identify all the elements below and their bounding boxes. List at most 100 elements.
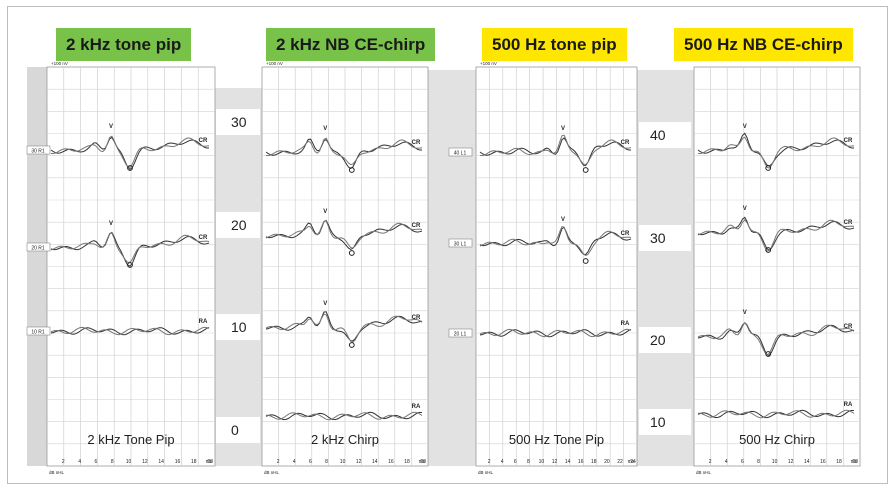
trace-label-cr: CR [844,324,853,330]
x-tick-label: 14 [804,459,810,465]
trace-label-v: V [743,124,747,130]
waveform-trace [479,226,632,256]
level-axis-bg [216,314,260,340]
level-axis-tick: 30 [231,114,247,130]
level-axis-bg [216,109,260,135]
x-tick-label: 18 [404,459,410,465]
waveform-trace [697,216,855,251]
x-unit-label: ms [851,459,858,465]
level-label: 20 L1 [454,332,467,338]
trace-label-cr: CR [412,140,421,146]
trace-label-ra: RA [199,319,208,325]
y-unit-label: dB nHL [696,470,712,475]
y-unit-label: dB nHL [49,470,65,475]
level-label-box [26,242,51,252]
waveform-trace [50,231,210,267]
waveform-trace [479,328,632,338]
x-tick-label: 18 [191,459,197,465]
x-tick-label: 22 [617,459,623,465]
waveform-trace [265,411,423,421]
waveform-trace [479,226,632,257]
x-tick-label: 10 [772,459,778,465]
x-tick-label: 18 [591,459,597,465]
x-tick-label: 6 [741,459,744,465]
scale-label: +100 nV [51,61,68,66]
x-tick-label: 10 [126,459,132,465]
panel-4: 2 4 6 8 10 12 14 16 18 20 [693,66,861,467]
waveform-trace [697,219,855,252]
trough-marker [348,167,355,173]
gap-2-shade [428,70,476,466]
x-tick-label: 20 [420,459,426,465]
trace-label-cr: CR [412,315,421,321]
x-tick-label: 24 [630,459,636,465]
trace-label-v: V [109,221,113,227]
level-axis-tick: 40 [650,127,666,143]
level-label-box [26,326,51,336]
x-tick-label: 2 [62,459,65,465]
level-axis-tick: 0 [231,422,239,438]
x-tick-label: 10 [539,459,545,465]
x-tick-label: 2 [488,459,491,465]
waveform-trace [697,321,855,356]
x-tick-label: 10 [340,459,346,465]
banner-2khz-tone-pip: 2 kHz tone pip [56,28,192,61]
trace-label-v: V [743,206,747,212]
waveform-trace [265,219,423,250]
level-label-box [448,147,473,157]
level-axis-tick: 20 [231,217,247,233]
x-tick-label: 14 [158,459,164,465]
trough-marker [765,165,772,171]
level-label: 20 R1 [31,246,45,252]
trough-marker [582,167,589,173]
scale-label: +100 nV [480,61,497,66]
trace-label-v: V [743,310,747,316]
trace-label-ra: RA [412,404,421,410]
x-tick-label: 14 [565,459,571,465]
waveform-trace [698,409,855,419]
level-axis-bg [216,212,260,238]
x-tick-label: 6 [95,459,98,465]
trough-marker [582,258,589,264]
trace-label-ra: RA [844,402,853,408]
trace-label-cr: CR [844,138,853,144]
waveform-trace [479,134,632,166]
level-axis-tick: 10 [650,414,666,430]
x-tick-label: 4 [293,459,296,465]
level-axis-tick: 10 [231,319,247,335]
waveform-trace [697,409,855,419]
trace-label-v: V [323,301,327,307]
level-axis-bg [639,122,691,148]
banner-500hz-tone-pip: 500 Hz tone pip [482,28,627,61]
waveform-trace [479,328,632,338]
x-tick-label: 16 [820,459,826,465]
scale-label: +100 nV [266,61,283,66]
trace-label-cr: CR [412,223,421,229]
level-label: 40 L1 [454,151,467,157]
x-tick-label: 8 [527,459,530,465]
waveform-trace [50,326,210,336]
x-tick-label: 8 [111,459,114,465]
panel-caption: 500 Hz Tone Pip [509,432,604,447]
panel-1-left-strip [27,67,47,466]
panel-caption: 2 kHz Tone Pip [87,432,174,447]
panel-1: 2 4 6 8 10 12 14 16 18 20 [26,66,216,467]
x-tick-label: 2 [709,459,712,465]
trough-marker [348,342,355,348]
trace-label-ra: RA [621,321,630,327]
level-axis-bg [639,225,691,251]
level-label: 30 L1 [454,242,467,248]
y-unit-label: dB nHL [478,470,494,475]
x-tick-label: 16 [388,459,394,465]
panel-caption: 2 kHz Chirp [311,432,379,447]
x-tick-label: 4 [78,459,81,465]
trace-label-v: V [561,126,565,132]
waveform-trace [50,135,210,168]
trough-marker [765,247,772,253]
x-tick-label: 8 [757,459,760,465]
gap-1-shade [215,88,262,466]
level-axis-tick: 20 [650,332,666,348]
x-unit-label: ms [419,459,426,465]
trace-label-v: V [561,217,565,223]
